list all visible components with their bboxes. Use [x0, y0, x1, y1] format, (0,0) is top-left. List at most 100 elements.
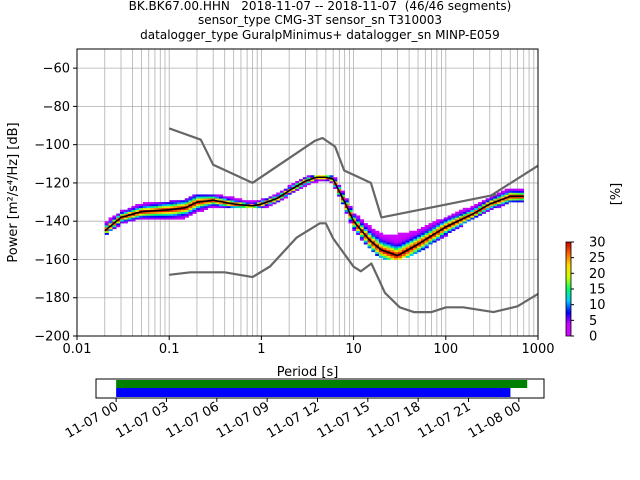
ppsd-cell — [409, 234, 414, 237]
ppsd-cell — [264, 200, 269, 203]
ppsd-cell — [169, 209, 174, 212]
ppsd-cell — [222, 196, 227, 199]
ppsd-cell — [420, 244, 425, 247]
ppsd-cell — [154, 207, 159, 211]
ppsd-cell — [455, 217, 460, 220]
ppsd-cell — [493, 202, 498, 205]
ppsd-cell — [184, 200, 189, 203]
ppsd-cell — [207, 202, 212, 205]
ppsd-cell — [146, 207, 151, 211]
ppsd-cell — [466, 217, 471, 220]
ppsd-cell — [188, 205, 193, 209]
ppsd-cell — [439, 230, 445, 233]
ppsd-cell — [211, 196, 216, 199]
ppsd-cell — [177, 203, 182, 207]
ppsd-cell — [443, 217, 448, 220]
ppsd-cell — [272, 202, 277, 205]
ppsd-cell — [500, 190, 505, 193]
ppsd-cell — [196, 205, 201, 209]
ppsd-cell — [119, 217, 125, 220]
ppsd-cell — [367, 225, 372, 228]
ppsd-cell — [417, 240, 422, 243]
ppsd-cell — [394, 246, 399, 249]
ppsd-cell — [375, 249, 380, 253]
ppsd-cell — [508, 190, 513, 193]
ppsd-cell — [508, 198, 513, 201]
ppsd-cell — [363, 225, 368, 228]
ppsd-cell — [169, 203, 174, 207]
ppsd-cell — [367, 240, 372, 243]
ppsd-cell — [451, 228, 456, 232]
ppsd-cell — [443, 219, 448, 222]
ppsd-cell — [428, 240, 433, 243]
ppsd-cell — [489, 198, 494, 201]
ppsd-cell — [276, 192, 281, 195]
ppsd-cell — [314, 175, 319, 178]
ppsd-cell — [413, 236, 418, 239]
ppsd-cell — [192, 207, 197, 211]
ppsd-cell — [222, 198, 227, 201]
ppsd-cell — [481, 207, 486, 211]
ppsd-cell — [432, 238, 437, 241]
noise-model-curve — [489, 164, 538, 198]
ppsd-cell — [352, 226, 357, 230]
ppsd-cell — [409, 230, 414, 233]
ppsd-cell — [158, 207, 163, 211]
ppsd-cell — [363, 240, 368, 243]
ppsd-cell — [493, 203, 498, 207]
x-tick-label: 1 — [257, 342, 265, 357]
ppsd-cell — [386, 253, 391, 256]
ppsd-cell — [516, 200, 521, 203]
ppsd-cell — [382, 240, 387, 243]
ppsd-cell — [359, 234, 365, 237]
ppsd-cell — [474, 203, 479, 207]
ppsd-cell — [302, 184, 307, 188]
ppsd-cell — [455, 226, 460, 230]
ppsd-cell — [154, 215, 159, 218]
ppsd-cell — [401, 242, 406, 245]
ppsd-cell — [177, 211, 182, 214]
ppsd-cell — [241, 200, 246, 203]
ppsd-cell — [470, 211, 475, 214]
ppsd-cell — [344, 207, 349, 211]
ppsd-cell — [188, 202, 193, 205]
ppsd-cell — [127, 215, 132, 218]
title-line-3: datalogger_type GuralpMinimus+ datalogge… — [140, 28, 500, 42]
ppsd-cell — [108, 217, 113, 220]
ppsd-cell — [386, 255, 391, 258]
ppsd-cell — [417, 238, 422, 241]
ppsd-cell — [112, 217, 117, 220]
ppsd-cell — [371, 230, 376, 233]
ppsd-cell — [119, 219, 125, 222]
ppsd-cell — [207, 196, 212, 199]
ppsd-cell — [123, 217, 128, 220]
ppsd-cell — [516, 196, 521, 199]
ppsd-cell — [390, 249, 395, 253]
ppsd-cell — [230, 198, 235, 201]
ppsd-cell — [363, 228, 368, 232]
ppsd-cell — [131, 219, 136, 222]
ppsd-cell — [428, 236, 433, 239]
ppsd-cell — [413, 246, 418, 249]
ppsd-cell — [401, 238, 406, 241]
ppsd-cell — [401, 246, 406, 249]
ppsd-cell — [424, 244, 429, 247]
ppsd-cell — [329, 179, 334, 182]
ppsd-cell — [161, 205, 166, 209]
ppsd-cell — [382, 234, 387, 237]
ppsd-cell — [299, 186, 304, 189]
ppsd-cell — [519, 192, 525, 195]
ppsd-cell — [447, 226, 452, 230]
ppsd-cell — [158, 217, 163, 220]
ppsd-cell — [180, 215, 186, 218]
ppsd-cell — [211, 202, 216, 205]
ppsd-cell — [211, 205, 216, 209]
ppsd-cell — [158, 202, 163, 205]
ppsd-cell — [219, 196, 224, 199]
ppsd-cell — [321, 179, 326, 182]
plot-content — [104, 127, 538, 314]
ppsd-cell — [390, 240, 395, 243]
ppsd-cell — [207, 205, 212, 209]
ppsd-cell — [367, 226, 372, 230]
ppsd-cell — [104, 226, 109, 230]
